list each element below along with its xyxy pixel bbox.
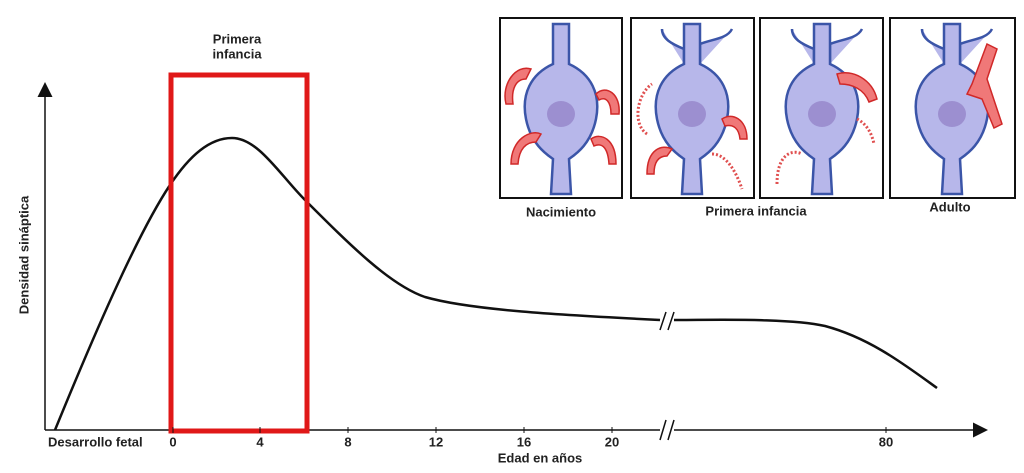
x-tick-label: 80 (879, 434, 893, 449)
y-axis-label: Densidad sináptica (16, 195, 31, 314)
curve-break (659, 311, 675, 331)
x-tick-label: 4 (256, 434, 264, 449)
axis-break (659, 419, 675, 441)
neuron (914, 22, 1003, 196)
x-tick-label: 16 (517, 434, 531, 449)
panel-label: Adulto (929, 199, 970, 214)
x-tick-label: 12 (429, 434, 443, 449)
x-start-label: Desarrollo fetal (48, 434, 143, 449)
neuron (636, 22, 748, 196)
neuron (775, 22, 878, 196)
highlight-label: infancia (212, 46, 262, 61)
highlight-label: Primera (213, 31, 262, 46)
panel-label: Nacimiento (526, 204, 596, 219)
x-tick-label: 20 (605, 434, 619, 449)
panel-label: Primera infancia (705, 203, 807, 218)
curve (53, 136, 661, 431)
highlight-box (168, 72, 310, 434)
neuron (504, 22, 620, 196)
x-tick-label: 0 (169, 434, 176, 449)
x-axis-label: Edad en años (498, 450, 583, 465)
x-tick-label: 8 (344, 434, 351, 449)
curve (673, 318, 938, 390)
